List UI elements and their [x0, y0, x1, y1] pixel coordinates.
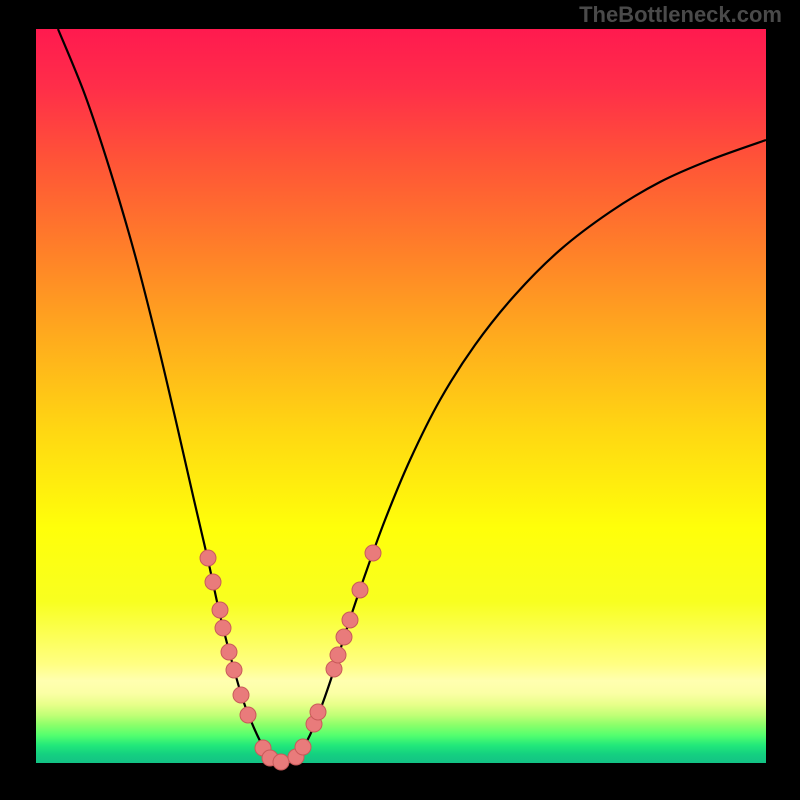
- marker-point: [240, 707, 256, 723]
- marker-point: [226, 662, 242, 678]
- marker-point: [352, 582, 368, 598]
- marker-point: [221, 644, 237, 660]
- marker-point: [233, 687, 249, 703]
- bottleneck-chart: [0, 0, 800, 800]
- marker-point: [330, 647, 346, 663]
- marker-point: [342, 612, 358, 628]
- watermark-label: TheBottleneck.com: [579, 2, 782, 28]
- marker-point: [365, 545, 381, 561]
- marker-point: [295, 739, 311, 755]
- marker-point: [205, 574, 221, 590]
- marker-point: [273, 754, 289, 770]
- marker-point: [310, 704, 326, 720]
- marker-point: [200, 550, 216, 566]
- marker-point: [326, 661, 342, 677]
- marker-point: [215, 620, 231, 636]
- marker-point: [336, 629, 352, 645]
- marker-point: [212, 602, 228, 618]
- plot-background: [36, 29, 766, 763]
